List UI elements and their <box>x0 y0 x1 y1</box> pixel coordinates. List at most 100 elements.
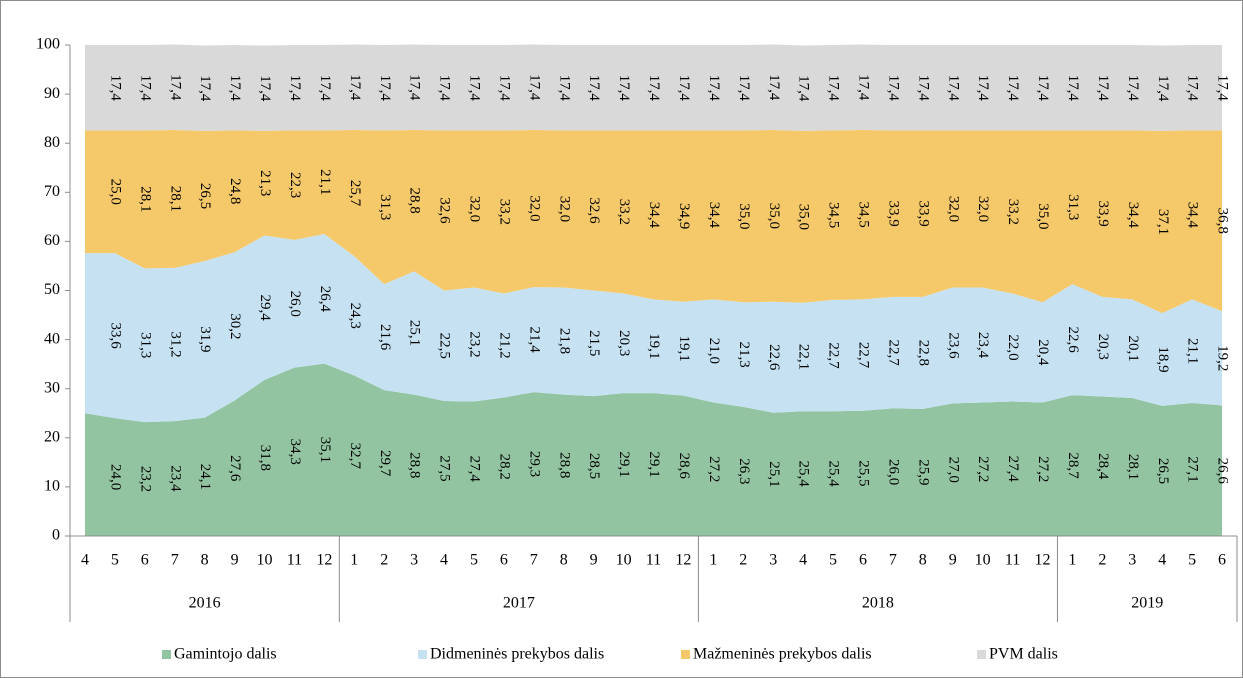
x-tick-label: 8 <box>560 552 568 569</box>
data-label: 22,7 <box>826 342 842 369</box>
data-label: 17,4 <box>227 75 243 102</box>
data-label: 35,0 <box>736 203 752 229</box>
x-tick-label: 5 <box>470 552 478 569</box>
x-tick-label: 4 <box>440 552 448 569</box>
data-label: 17,4 <box>197 75 213 102</box>
data-label: 23,4 <box>975 332 991 359</box>
data-label: 24,0 <box>107 464 123 490</box>
data-label: 29,4 <box>257 295 273 322</box>
data-label: 17,4 <box>107 75 123 102</box>
data-label: 28,5 <box>586 453 602 479</box>
x-tick-label: 7 <box>171 552 179 569</box>
data-label: 28,1 <box>1125 454 1141 480</box>
data-label: 17,4 <box>1155 75 1171 102</box>
data-label: 34,4 <box>646 202 662 229</box>
data-label: 26,6 <box>1215 458 1231 485</box>
data-label: 17,4 <box>257 75 273 102</box>
data-label: 33,9 <box>885 201 901 227</box>
data-label: 17,4 <box>287 75 303 102</box>
x-group-label: 2017 <box>503 595 535 612</box>
legend-swatch <box>681 650 690 659</box>
data-label: 17,4 <box>347 74 363 101</box>
data-label: 22,6 <box>766 344 782 371</box>
data-label: 26,0 <box>287 291 303 317</box>
data-label: 28,8 <box>407 452 423 478</box>
data-label: 28,8 <box>407 188 423 214</box>
data-label: 22,5 <box>437 333 453 359</box>
data-label: 28,4 <box>1095 453 1111 480</box>
data-label: 32,7 <box>347 443 363 470</box>
data-label: 22,7 <box>856 342 872 369</box>
data-label: 25,4 <box>796 461 812 488</box>
data-label: 21,1 <box>1185 338 1201 364</box>
x-tick-label: 4 <box>1158 552 1166 569</box>
data-label: 31,3 <box>1065 194 1081 220</box>
data-label: 29,1 <box>646 451 662 477</box>
data-label: 25,9 <box>915 459 931 485</box>
data-label: 25,1 <box>407 320 423 346</box>
area <box>84 129 1223 314</box>
data-label: 29,1 <box>616 451 632 477</box>
y-tick-label: 100 <box>36 36 60 53</box>
data-label: 29,3 <box>526 451 542 477</box>
data-label: 17,4 <box>1035 75 1051 102</box>
legend-swatch <box>977 650 986 659</box>
area <box>84 363 1223 536</box>
data-label: 25,4 <box>826 461 842 488</box>
data-label: 21,3 <box>257 170 273 196</box>
data-label: 17,4 <box>646 75 662 102</box>
data-label: 21,1 <box>317 169 333 195</box>
data-label: 27,0 <box>945 457 961 483</box>
data-label: 35,0 <box>796 204 812 230</box>
data-label: 28,1 <box>137 186 153 212</box>
data-label: 21,2 <box>496 332 512 358</box>
data-label: 23,2 <box>137 466 153 492</box>
data-label: 19,2 <box>1215 345 1231 371</box>
data-label: 35,0 <box>1035 203 1051 229</box>
x-tick-label: 12 <box>1035 552 1051 569</box>
x-group-label: 2019 <box>1131 595 1163 612</box>
x-tick-label: 11 <box>287 552 302 569</box>
data-label: 17,4 <box>1125 75 1141 102</box>
data-label: 25,7 <box>347 180 363 207</box>
y-tick-label: 50 <box>44 281 60 298</box>
data-label: 17,4 <box>1185 75 1201 102</box>
data-label: 22,7 <box>885 339 901 366</box>
y-tick-label: 80 <box>44 134 60 151</box>
data-label: 17,4 <box>407 74 423 101</box>
y-tick-label: 0 <box>52 527 60 544</box>
data-label: 33,9 <box>1095 201 1111 227</box>
data-label: 21,8 <box>556 328 572 354</box>
data-label: 25,5 <box>856 460 872 486</box>
x-tick-label: 10 <box>975 552 991 569</box>
x-tick-label: 1 <box>1068 552 1076 569</box>
x-tick-label: 8 <box>919 552 927 569</box>
data-label: 25,1 <box>766 461 782 487</box>
data-label: 33,9 <box>915 201 931 227</box>
data-label: 17,4 <box>496 75 512 102</box>
data-label: 37,1 <box>1155 209 1171 235</box>
y-tick-label: 40 <box>44 330 60 347</box>
data-label: 28,2 <box>496 454 512 480</box>
data-label: 27,4 <box>467 456 483 483</box>
y-tick-label: 30 <box>44 379 60 396</box>
data-label: 34,5 <box>856 202 872 228</box>
y-tick-label: 70 <box>44 183 60 200</box>
data-label: 17,4 <box>616 75 632 102</box>
data-label: 20,1 <box>1125 336 1141 362</box>
data-label: 34,4 <box>1125 202 1141 229</box>
data-label: 25,0 <box>107 179 123 205</box>
data-label: 28,1 <box>167 186 183 212</box>
data-label: 20,3 <box>1095 334 1111 360</box>
data-label: 19,1 <box>676 336 692 362</box>
data-label: 35,0 <box>766 203 782 229</box>
data-label: 17,4 <box>1215 75 1231 102</box>
x-tick-label: 10 <box>257 552 273 569</box>
data-label: 23,6 <box>945 332 961 359</box>
data-label: 33,2 <box>496 199 512 225</box>
y-tick-label: 60 <box>44 232 60 249</box>
data-label: 17,4 <box>706 75 722 102</box>
legend-label: Didmeninės prekybos dalis <box>430 646 604 663</box>
data-label: 18,9 <box>1155 346 1171 372</box>
